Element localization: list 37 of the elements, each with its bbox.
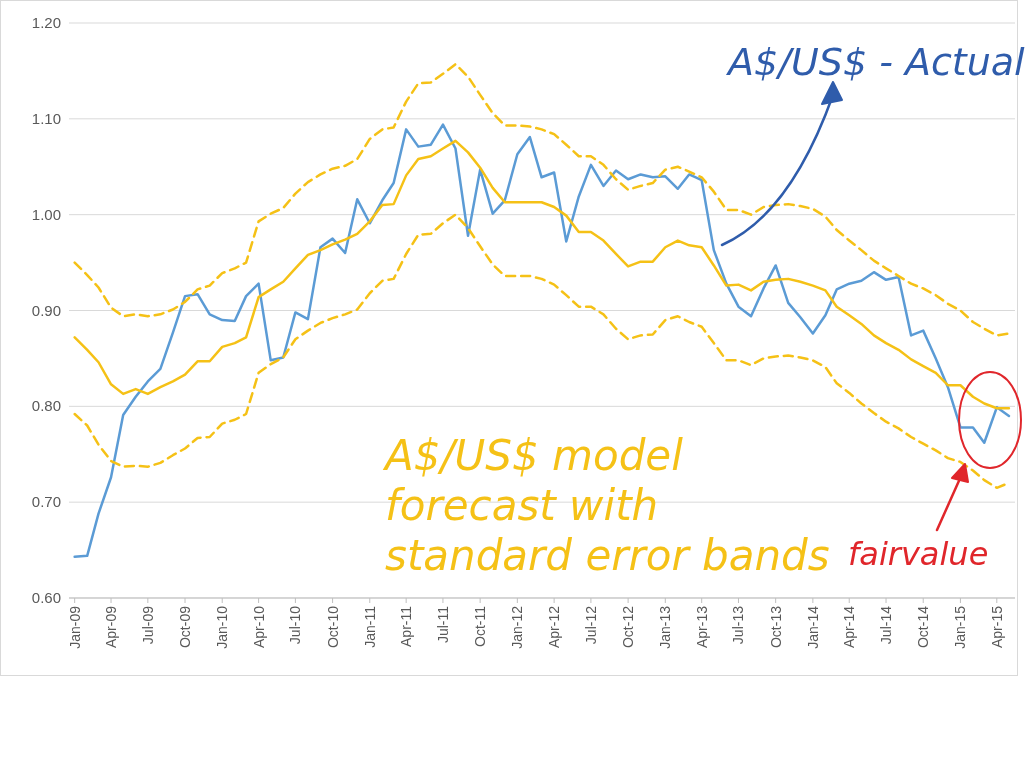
x-tick-label: Jul-11 [434, 605, 451, 644]
x-tick-label: Apr-09 [103, 605, 120, 649]
x-tick-label: Oct-09 [177, 605, 194, 649]
x-tick-label: Jan-11 [361, 605, 378, 648]
y-tick-label: 0.70 [31, 493, 61, 511]
x-tick-label: Oct-11 [472, 605, 489, 647]
x-tick-label: Oct-10 [324, 605, 341, 649]
y-tick-label: 0.80 [31, 397, 61, 415]
x-tick-label: Jul-09 [139, 605, 156, 645]
y-tick-label: 0.60 [31, 589, 61, 606]
x-tick-label: Apr-14 [841, 605, 858, 649]
x-tick-label: Apr-10 [250, 605, 267, 649]
y-tick-label: 1.10 [31, 109, 61, 127]
x-tick-label: Oct-13 [767, 605, 784, 649]
x-tick-label: Jul-10 [287, 605, 304, 645]
y-tick-label: 1.20 [31, 14, 61, 31]
x-tick-label: Apr-15 [988, 605, 1005, 649]
x-tick-label: Jan-15 [952, 605, 969, 649]
x-tick-label: Apr-13 [693, 605, 710, 649]
annotation: A$/US$ - Actual [725, 40, 1026, 84]
annotation: A$/US$ model forecast with standard error bands [382, 431, 830, 580]
x-tick-label: Apr-12 [546, 605, 563, 649]
x-tick-label: Oct-12 [620, 605, 637, 649]
x-tick-label: Jan-14 [804, 605, 821, 649]
annotation: fairvalue [848, 535, 989, 573]
y-tick-label: 1.00 [31, 205, 61, 223]
x-tick-label: Apr-11 [398, 605, 415, 647]
x-tick-label: Oct-14 [915, 605, 932, 649]
x-tick-label: Jan-10 [214, 605, 231, 649]
x-tick-label: Jul-13 [730, 605, 747, 645]
line-series [73, 139, 1011, 410]
x-tick-label: Jul-14 [878, 605, 895, 645]
x-tick-label: Jan-13 [657, 605, 674, 649]
x-tick-label: Jul-12 [582, 605, 599, 645]
x-tick-label: Jan-09 [66, 605, 83, 649]
x-tick-label: Jan-12 [509, 605, 526, 649]
y-tick-label: 0.90 [31, 301, 61, 319]
